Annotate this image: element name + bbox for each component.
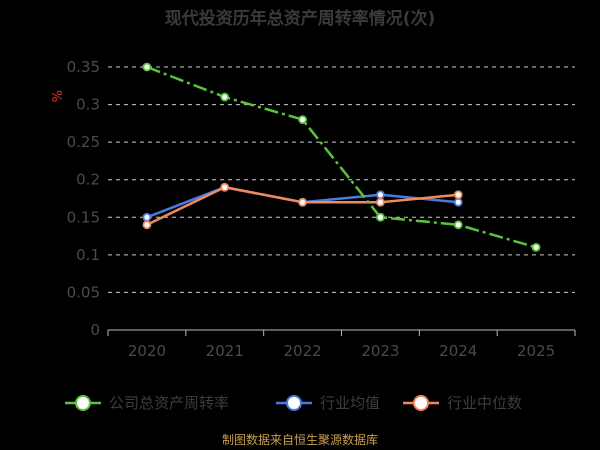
- data-point: [531, 242, 541, 252]
- legend-label: 行业均值: [320, 394, 380, 412]
- y-tick-label: 0.15: [67, 208, 100, 226]
- y-tick-label: 0.25: [67, 133, 100, 151]
- x-tick-label: 2023: [361, 342, 399, 360]
- data-point: [376, 190, 385, 200]
- data-point: [142, 62, 152, 72]
- data-point: [220, 92, 230, 102]
- unit-mark: %: [51, 90, 66, 102]
- data-point: [298, 197, 307, 207]
- y-tick-label: 0.2: [76, 171, 100, 189]
- x-tick-label: 2025: [517, 342, 555, 360]
- x-tick-label: 2020: [128, 342, 166, 360]
- x-tick-label: 2024: [439, 342, 477, 360]
- legend-swatch-marker: [286, 395, 302, 411]
- data-point: [453, 190, 463, 200]
- y-tick-labels: 0 0.05 0.1 0.15 0.2 0.25 0.3 0.35: [67, 58, 100, 339]
- data-point: [453, 220, 463, 230]
- series-line: [146, 65, 537, 249]
- legend: 公司总资产周转率 行业均值 行业中位数: [65, 394, 522, 412]
- legend-swatch-marker: [413, 395, 429, 411]
- y-tick-label: 0.05: [67, 283, 100, 301]
- x-axis: 2020 2021 2022 2023 2024 2025: [107, 329, 576, 360]
- data-point: [142, 212, 152, 222]
- data-point: [453, 197, 463, 207]
- data-point: [298, 115, 307, 124]
- legend-label: 公司总资产周转率: [109, 394, 229, 412]
- data-point: [376, 197, 385, 207]
- legend-label: 行业中位数: [447, 394, 522, 412]
- x-tick-label: 2022: [283, 342, 321, 360]
- data-point: [376, 212, 385, 222]
- data-point: [142, 220, 152, 230]
- y-tick-label: 0.35: [67, 58, 100, 76]
- y-tick-label: 0.1: [76, 246, 100, 264]
- y-tick-label: 0.3: [76, 96, 100, 114]
- series-group: [142, 62, 541, 252]
- chart-title: 现代投资历年总资产周转率情况(次): [165, 8, 436, 29]
- x-tick-label: 2021: [206, 342, 244, 360]
- data-point: [220, 182, 230, 192]
- y-tick-label: 0: [90, 321, 100, 339]
- source-footer: 制图数据来自恒生聚源数据库: [222, 432, 378, 447]
- legend-swatch-marker: [75, 395, 91, 411]
